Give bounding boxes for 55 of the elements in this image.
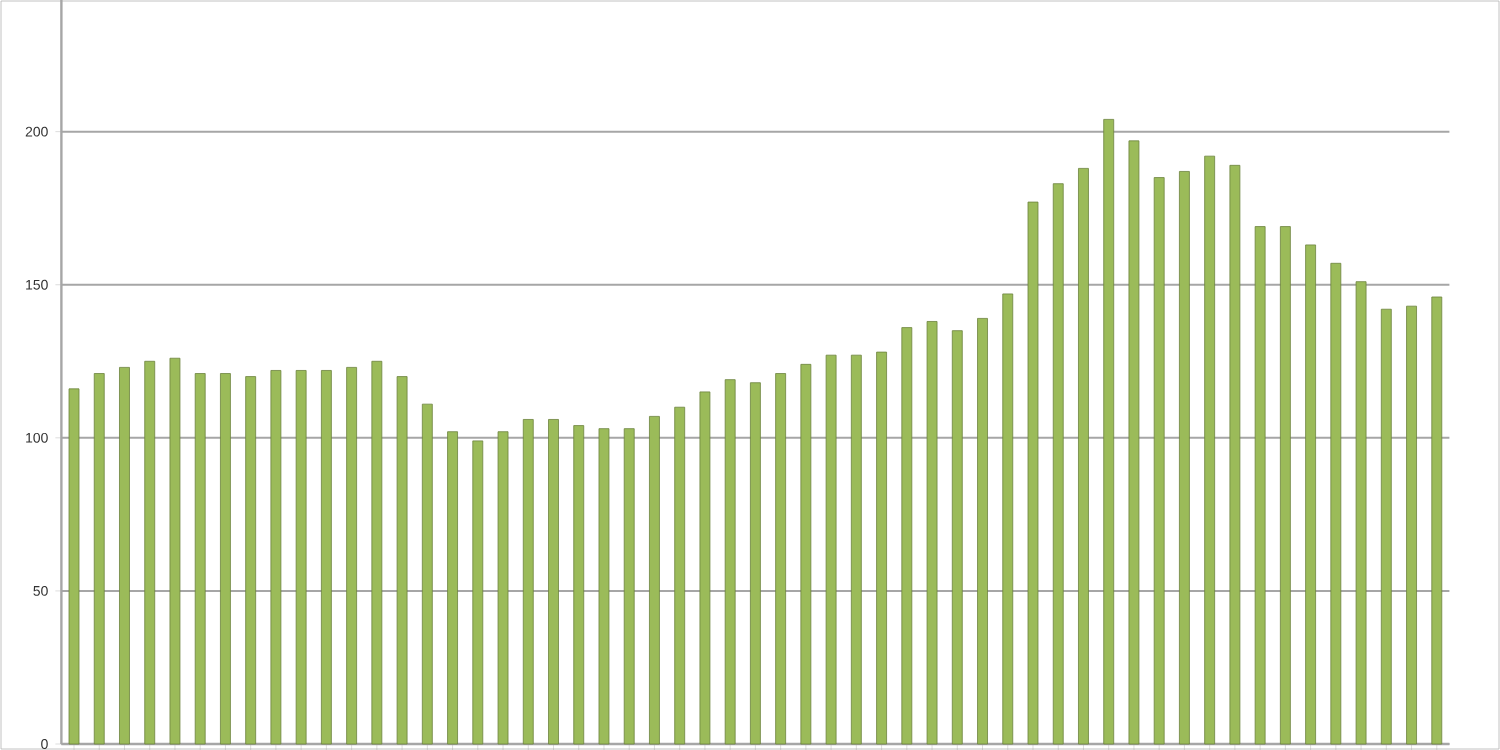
bar xyxy=(421,403,433,745)
bar xyxy=(1305,244,1316,745)
bar xyxy=(1330,262,1342,745)
bar xyxy=(270,370,282,745)
bar xyxy=(169,357,181,745)
bar xyxy=(295,370,307,745)
bar xyxy=(396,376,408,745)
bar xyxy=(1355,281,1367,745)
bar xyxy=(850,354,862,745)
bar xyxy=(800,363,812,745)
bar xyxy=(775,373,787,745)
bar xyxy=(926,321,938,745)
bar xyxy=(951,330,963,745)
bar xyxy=(93,373,105,745)
bar xyxy=(119,367,130,745)
bar xyxy=(699,391,711,745)
bar xyxy=(1380,308,1392,745)
bar xyxy=(1179,171,1190,745)
bar xyxy=(245,376,257,745)
bar xyxy=(522,419,534,745)
bar xyxy=(1052,183,1064,745)
bar xyxy=(573,425,585,745)
bar xyxy=(472,440,484,745)
bar xyxy=(1431,296,1443,745)
bar xyxy=(977,318,988,745)
bar xyxy=(623,428,635,745)
bar xyxy=(144,360,156,745)
bar xyxy=(1229,164,1241,745)
bar xyxy=(674,406,686,745)
bar xyxy=(447,431,458,745)
bar xyxy=(649,415,660,745)
bar xyxy=(1254,226,1266,745)
bar xyxy=(901,327,913,745)
bar xyxy=(1103,119,1115,745)
bar xyxy=(598,428,610,745)
bar xyxy=(1153,177,1165,745)
bar xyxy=(1128,140,1140,745)
bar xyxy=(825,354,837,745)
bar xyxy=(346,367,358,745)
bar xyxy=(548,419,559,745)
bar xyxy=(371,360,383,745)
bar xyxy=(194,373,206,745)
bar xyxy=(724,379,736,745)
bar xyxy=(1078,167,1089,745)
bar xyxy=(876,351,887,745)
bar xyxy=(68,388,80,745)
bar xyxy=(1406,305,1417,745)
bar xyxy=(1002,293,1014,745)
bar xyxy=(1027,201,1039,745)
bar xyxy=(1204,155,1216,745)
bar xyxy=(749,382,761,745)
bar xyxy=(220,373,231,745)
bar xyxy=(497,431,509,745)
bar xyxy=(1279,226,1291,745)
bar xyxy=(320,370,332,745)
